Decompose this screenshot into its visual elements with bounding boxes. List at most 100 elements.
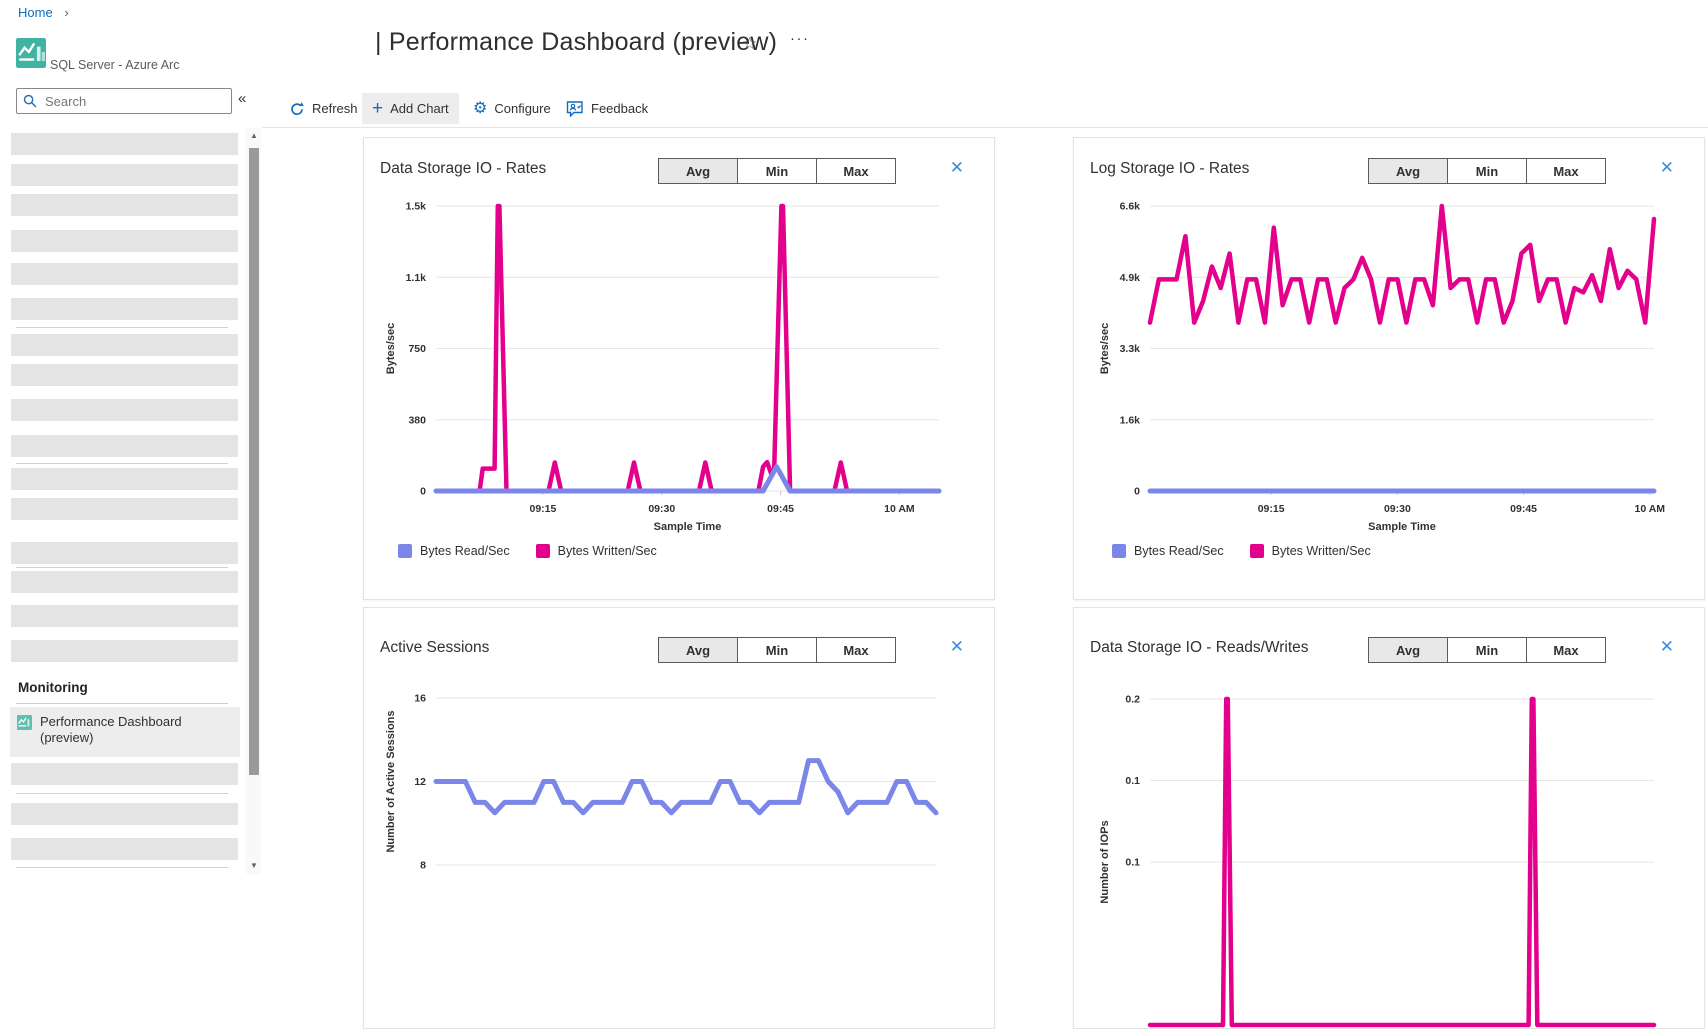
divider — [16, 327, 228, 328]
svg-text:Number of Active Sessions: Number of Active Sessions — [385, 710, 397, 852]
skeleton-row — [11, 334, 238, 356]
chart-card-data-storage-io-rates: Data Storage IO - Rates Avg Min Max ✕ 1.5k… — [363, 137, 995, 600]
agg-button-min[interactable]: Min — [737, 637, 817, 663]
chart-legend: Bytes Read/Sec Bytes Written/Sec — [398, 544, 657, 558]
refresh-label: Refresh — [312, 101, 358, 116]
svg-text:6.6k: 6.6k — [1120, 201, 1141, 213]
legend-swatch — [1112, 544, 1126, 558]
svg-text:4.9k: 4.9k — [1120, 272, 1141, 284]
svg-text:1.6k: 1.6k — [1120, 414, 1141, 426]
chart-card-active-sessions: Active Sessions Avg Min Max ✕ 16 12 8 Number … — [363, 607, 995, 1029]
agg-button-avg[interactable]: Avg — [658, 158, 738, 184]
agg-button-min[interactable]: Min — [1447, 158, 1527, 184]
svg-text:8: 8 — [420, 860, 426, 872]
agg-button-avg[interactable]: Avg — [658, 637, 738, 663]
favorite-star-icon[interactable]: ☆ — [742, 34, 758, 53]
svg-text:09:15: 09:15 — [1258, 503, 1285, 515]
legend-swatch — [1249, 544, 1264, 558]
legend-item[interactable]: Bytes Written/Sec — [535, 544, 657, 558]
agg-button-max[interactable]: Max — [1526, 637, 1606, 663]
sidebar-collapse-icon[interactable]: « — [238, 90, 247, 107]
agg-button-max[interactable]: Max — [816, 158, 896, 184]
scrollbar-down-icon[interactable]: ▼ — [250, 861, 258, 870]
agg-button-avg[interactable]: Avg — [1368, 637, 1448, 663]
skeleton-row — [11, 263, 238, 285]
sidebar-item-label: Performance Dashboard (preview) — [40, 714, 182, 745]
toolbar-divider — [262, 127, 1708, 128]
skeleton-row — [11, 640, 238, 662]
configure-label: Configure — [494, 101, 551, 116]
svg-text:3.3k: 3.3k — [1120, 343, 1141, 355]
aggregation-toggle: Avg Min Max — [1368, 158, 1606, 184]
svg-text:Sample Time: Sample Time — [1368, 521, 1436, 533]
close-icon[interactable]: ✕ — [949, 158, 964, 177]
skeleton-row — [11, 571, 238, 593]
agg-button-avg[interactable]: Avg — [1368, 158, 1448, 184]
legend-item[interactable]: Bytes Read/Sec — [398, 544, 510, 558]
skeleton-row — [11, 803, 238, 825]
svg-text:0.2: 0.2 — [1125, 694, 1140, 706]
sidebar-item-performance-dashboard[interactable]: Performance Dashboard (preview) — [10, 707, 240, 757]
sidebar-scrollbar-thumb[interactable] — [249, 148, 259, 775]
svg-text:09:45: 09:45 — [1510, 503, 1537, 515]
chart-title: Data Storage IO - Reads/Writes — [1090, 639, 1309, 656]
skeleton-row — [11, 498, 238, 520]
add-chart-button[interactable]: + Add Chart — [362, 93, 459, 124]
skeleton-row — [11, 605, 238, 627]
chart-title: Data Storage IO - Rates — [380, 160, 547, 177]
skeleton-row — [11, 399, 238, 421]
performance-dashboard-icon — [17, 715, 32, 730]
divider — [16, 463, 228, 464]
close-icon[interactable]: ✕ — [1659, 158, 1674, 177]
scrollbar-up-icon[interactable]: ▲ — [250, 131, 258, 140]
search-input[interactable] — [43, 92, 207, 110]
skeleton-row — [11, 133, 238, 155]
svg-text:1.5k: 1.5k — [406, 201, 427, 213]
agg-button-max[interactable]: Max — [816, 637, 896, 663]
chart-legend: Bytes Read/Sec Bytes Written/Sec — [1112, 544, 1371, 558]
legend-item[interactable]: Bytes Read/Sec — [1112, 544, 1224, 558]
skeleton-row — [11, 194, 238, 216]
feedback-button[interactable]: Feedback — [556, 93, 658, 124]
breadcrumb-home-link[interactable]: Home — [18, 5, 53, 20]
aggregation-toggle: Avg Min Max — [658, 158, 896, 184]
line-chart: 16 12 8 Number of Active Sessions — [385, 693, 939, 872]
close-icon[interactable]: ✕ — [1659, 637, 1674, 656]
skeleton-row — [11, 542, 238, 564]
skeleton-row — [11, 364, 238, 386]
sql-server-azure-arc-logo — [16, 38, 46, 68]
svg-text:0.1: 0.1 — [1125, 775, 1140, 787]
svg-text:750: 750 — [408, 343, 426, 355]
breadcrumb-chevron-icon: › — [64, 5, 69, 20]
more-options-icon[interactable]: ··· — [790, 30, 810, 47]
agg-button-max[interactable]: Max — [1526, 158, 1606, 184]
refresh-button[interactable]: Refresh — [279, 93, 368, 124]
legend-swatch — [398, 544, 412, 558]
svg-text:380: 380 — [408, 414, 426, 426]
monitoring-section-heading: Monitoring — [18, 680, 88, 695]
svg-text:09:30: 09:30 — [1384, 503, 1411, 515]
configure-button[interactable]: ⚙ Configure — [463, 93, 561, 124]
sidebar-search[interactable] — [16, 88, 232, 114]
legend-label: Bytes Written/Sec — [557, 544, 657, 558]
svg-text:10 AM: 10 AM — [1635, 503, 1666, 515]
breadcrumb: Home › — [18, 5, 69, 20]
svg-text:09:45: 09:45 — [767, 503, 794, 515]
plus-icon: + — [372, 98, 384, 119]
svg-text:0: 0 — [420, 486, 426, 498]
skeleton-row — [11, 298, 238, 320]
add-chart-label: Add Chart — [390, 101, 449, 116]
skeleton-row — [11, 763, 238, 785]
line-chart: 6.6k 4.9k 3.3k 1.6k 0 09:15 09:30 09:45 10 AM Sam… — [1099, 201, 1666, 534]
svg-text:Bytes/sec: Bytes/sec — [1099, 323, 1111, 374]
divider — [16, 703, 228, 704]
close-icon[interactable]: ✕ — [949, 637, 964, 656]
divider — [16, 567, 228, 568]
agg-button-min[interactable]: Min — [1447, 637, 1527, 663]
skeleton-row — [11, 838, 238, 860]
chart-title: Active Sessions — [380, 639, 490, 656]
svg-text:0.1: 0.1 — [1125, 857, 1140, 869]
svg-text:10 AM: 10 AM — [884, 503, 915, 515]
aggregation-toggle: Avg Min Max — [1368, 637, 1606, 663]
legend-item[interactable]: Bytes Written/Sec — [1249, 544, 1371, 558]
